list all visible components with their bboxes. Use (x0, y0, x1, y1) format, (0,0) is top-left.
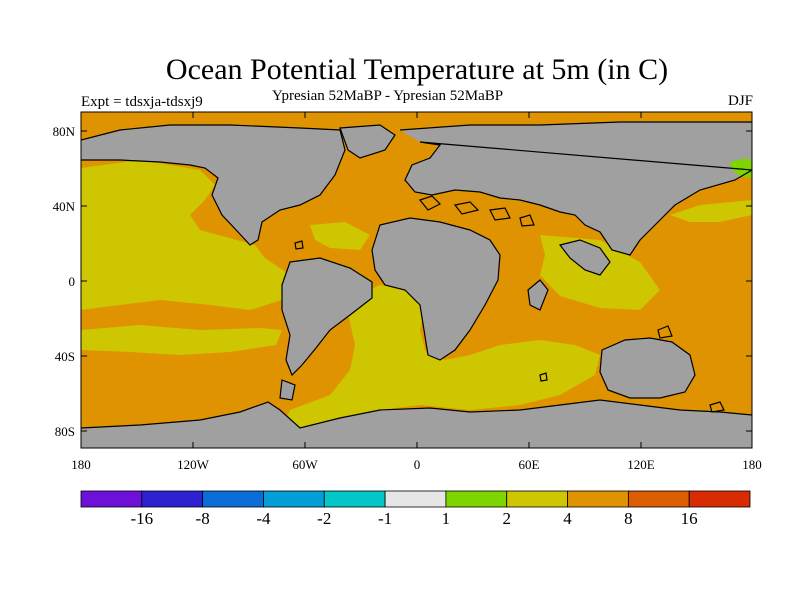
colorbar-swatch (202, 490, 264, 508)
colorbar-label: 2 (502, 509, 511, 528)
colorbar-label: 8 (624, 509, 633, 528)
colorbar-label: -8 (196, 509, 210, 528)
lon-tick-label: 180 (742, 457, 762, 472)
coastlines (81, 121, 752, 429)
colorbar-swatch (567, 490, 629, 508)
ocean-zone-2-4 (81, 160, 752, 430)
colorbar-label: 1 (442, 509, 451, 528)
latitude-axis: 80N 40N 0 40S 80S (53, 124, 752, 439)
period-label: Ypresian 52MaBP - Ypresian 52MaBP (272, 88, 504, 104)
longitude-axis: 180 120W 60W 0 60E 120E 180 (71, 112, 762, 472)
lon-tick-label: 180 (71, 457, 91, 472)
colorbar-swatch (141, 490, 204, 508)
lon-tick-label: 120E (627, 457, 655, 472)
colorbar-swatch (80, 490, 143, 508)
colorbar-label: -16 (130, 509, 153, 528)
colorbar-label: 16 (681, 509, 698, 528)
lon-tick-label: 60E (519, 457, 540, 472)
colorbar-swatch (627, 490, 690, 508)
map-panel (81, 112, 752, 448)
lat-tick-label: 0 (69, 274, 76, 289)
colorbar-swatch (445, 490, 508, 508)
colorbar-label: -2 (317, 509, 331, 528)
lat-tick-label: 40S (55, 349, 75, 364)
land-masses (81, 122, 752, 448)
colorbar: -16 -8 -4 -2 -1 1 2 4 8 16 (80, 490, 751, 528)
colorbar-label: 4 (563, 509, 572, 528)
colorbar-swatch (688, 490, 751, 508)
lon-tick-label: 60W (292, 457, 318, 472)
colorbar-swatch (323, 490, 386, 508)
lat-tick-label: 80N (53, 124, 76, 139)
experiment-label: Expt = tdsxja-tdsxj9 (81, 94, 203, 110)
lon-tick-label: 0 (414, 457, 421, 472)
colorbar-swatch (384, 490, 447, 508)
lat-tick-label: 40N (53, 199, 76, 214)
lat-tick-label: 80S (55, 424, 75, 439)
colorbar-swatch (506, 490, 568, 508)
colorbar-swatch (263, 490, 325, 508)
colorbar-label: -4 (256, 509, 271, 528)
lon-tick-label: 120W (177, 457, 210, 472)
colorbar-label: -1 (378, 509, 392, 528)
map-title: Ocean Potential Temperature at 5m (in C) (165, 53, 669, 86)
season-label: DJF (727, 93, 753, 109)
